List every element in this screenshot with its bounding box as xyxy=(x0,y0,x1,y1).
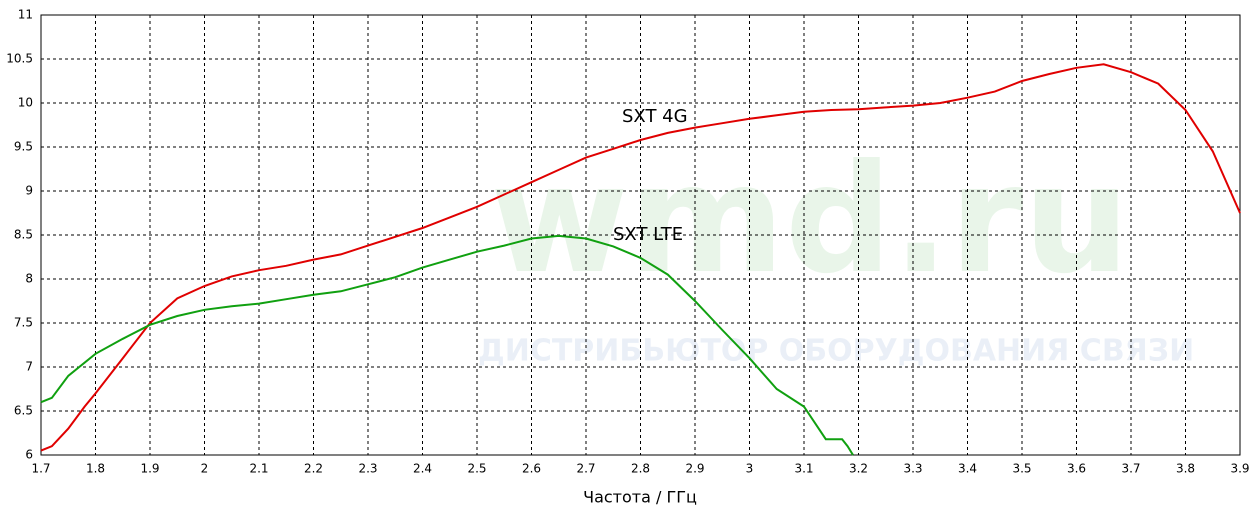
y-tick-label: 10 xyxy=(18,96,33,110)
y-tick-label: 8.5 xyxy=(14,228,33,242)
y-tick-label: 6 xyxy=(25,448,33,462)
x-tick-label: 3.2 xyxy=(849,462,868,476)
x-tick-label: 2.1 xyxy=(249,462,268,476)
watermark-logo: wmd.ru xyxy=(490,133,1130,307)
x-tick-label: 2.3 xyxy=(358,462,377,476)
x-tick-label: 3.1 xyxy=(794,462,813,476)
x-tick-label: 3.3 xyxy=(903,462,922,476)
x-tick-label: 1.9 xyxy=(140,462,159,476)
x-tick-label: 2.8 xyxy=(631,462,650,476)
x-tick-label: 2.4 xyxy=(413,462,432,476)
watermark-tagline: ДИСТРИБЬЮТОР ОБОРУДОВАНИЯ СВЯЗИ xyxy=(478,334,1194,369)
y-tick-label: 9 xyxy=(25,184,33,198)
x-tick-label: 3.8 xyxy=(1176,462,1195,476)
series-line xyxy=(40,234,854,456)
x-tick-label: 2.9 xyxy=(685,462,704,476)
x-tick-label: 3.9 xyxy=(1230,462,1249,476)
y-tick-label: 10.5 xyxy=(6,52,33,66)
x-axis-label: Частота / ГГц xyxy=(583,488,697,507)
y-tick-label: 6.5 xyxy=(14,404,33,418)
x-tick-label: 2.6 xyxy=(522,462,541,476)
series-line xyxy=(40,63,1241,452)
series-label: SXT 4G xyxy=(622,106,688,127)
x-tick-label: 3.7 xyxy=(1121,462,1140,476)
x-tick-label: 3.5 xyxy=(1012,462,1031,476)
y-tick-label: 9.5 xyxy=(14,140,33,154)
x-tick-label: 2 xyxy=(201,462,209,476)
x-tick-label: 1.8 xyxy=(86,462,105,476)
y-tick-label: 7.5 xyxy=(14,316,33,330)
x-tick-label: 1.7 xyxy=(31,462,50,476)
x-tick-label: 3.4 xyxy=(958,462,977,476)
x-tick-label: 2.2 xyxy=(304,462,323,476)
series-label: SXT LTE xyxy=(613,224,683,245)
x-tick-label: 3 xyxy=(746,462,754,476)
x-tick-label: 3.6 xyxy=(1067,462,1086,476)
y-tick-label: 11 xyxy=(18,8,33,22)
y-tick-label: 8 xyxy=(25,272,33,286)
x-tick-label: 2.7 xyxy=(576,462,595,476)
y-tick-label: 7 xyxy=(25,360,33,374)
x-tick-label: 2.5 xyxy=(467,462,486,476)
